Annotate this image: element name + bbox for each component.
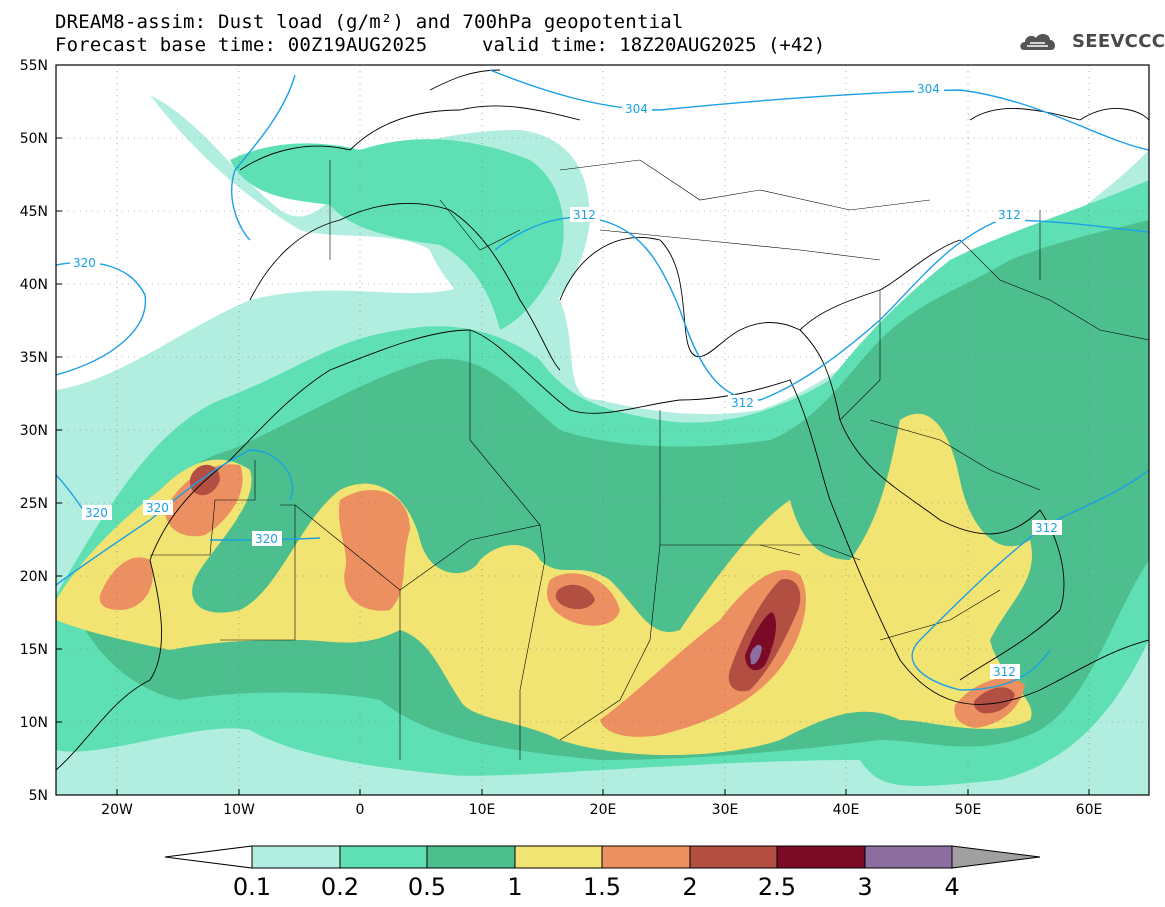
contour-label: 312 [993, 665, 1016, 679]
contour-label: 320 [255, 532, 278, 546]
contour-312-arabia [911, 469, 1149, 691]
seevccc-logo: SEEVCCC [1072, 31, 1165, 52]
dust-1.5-west [165, 464, 243, 537]
contour-label: 320 [85, 506, 108, 520]
colorbar-label: 1 [507, 873, 522, 901]
dust-0.2-europe [230, 139, 564, 330]
colorbar-over-arrow [952, 846, 1040, 868]
coastlines [56, 69, 1149, 771]
tick-marks [56, 137, 1090, 795]
forecast-base-time: Forecast base time: 00Z19AUG2025 [55, 34, 428, 56]
dust-1.5-sudan [600, 570, 806, 737]
lat-tick-label: 35N [20, 350, 48, 366]
lat-tick-label: 50N [20, 131, 48, 147]
dust-1.5-area [99, 557, 153, 610]
colorbar-label: 0.5 [408, 873, 446, 901]
country-borders [150, 159, 1149, 760]
colorbar-swatch [515, 846, 602, 868]
lon-labels: 20W 10W 0 10E 20E 30E 40E 50E 60E [101, 802, 1102, 818]
colorbar-swatch [865, 846, 952, 868]
colorbar-label: 0.2 [321, 873, 359, 901]
contour-label: 320 [73, 256, 96, 270]
colorbar-swatch [602, 846, 690, 868]
lat-tick-label: 55N [20, 58, 48, 74]
cloud-icon [1020, 34, 1056, 50]
contour-label: 304 [917, 82, 940, 96]
lon-tick-label: 10E [469, 802, 496, 818]
dust-2-chad [555, 584, 595, 610]
lon-tick-label: 30E [712, 802, 739, 818]
colorbar-swatch [427, 846, 515, 868]
lon-tick-label: 50E [955, 802, 982, 818]
colorbar-label: 0.1 [233, 873, 271, 901]
contour-label: 312 [1035, 521, 1058, 535]
colorbar-swatch [340, 846, 427, 868]
dust-1-area [56, 413, 1032, 755]
colorbar-label: 2.5 [758, 873, 796, 901]
lat-labels: 55N 50N 45N 40N 35N 30N 25N 20N 15N 10N … [20, 58, 48, 804]
lon-tick-label: 10W [223, 802, 255, 818]
lon-tick-label: 20W [101, 802, 133, 818]
dust-field [56, 95, 1149, 795]
gridlines [56, 65, 1149, 795]
colorbar-swatch [777, 846, 865, 868]
colorbar: 0.1 0.2 0.5 1 1.5 2 2.5 3 4 [164, 845, 1041, 901]
contour-label: 312 [573, 208, 596, 222]
dust-1.5-sahara [338, 490, 410, 611]
lat-tick-label: 40N [20, 277, 48, 293]
map-title: DREAM8-assim: Dust load (g/m²) and 700hP… [55, 11, 684, 33]
colorbar-label: 3 [857, 873, 872, 901]
lon-tick-label: 60E [1076, 802, 1103, 818]
contour-label: 304 [625, 102, 648, 116]
lat-tick-label: 25N [20, 496, 48, 512]
lat-tick-label: 15N [20, 642, 48, 658]
lat-tick-label: 10N [20, 715, 48, 731]
colorbar-label: 4 [944, 873, 959, 901]
contour-304 [231, 69, 1149, 241]
lat-tick-label: 5N [29, 788, 48, 804]
lon-tick-label: 40E [833, 802, 860, 818]
lon-tick-label: 20E [590, 802, 617, 818]
colorbar-label: 2 [682, 873, 697, 901]
contour-labels: 304 304 312 312 312 312 312 320 320 320 … [70, 81, 1062, 679]
contour-label: 312 [731, 396, 754, 410]
lon-tick-label: 0 [356, 802, 365, 818]
colorbar-label: 1.5 [583, 873, 621, 901]
dust-3-sudan [750, 644, 762, 665]
colorbar-under-arrow [164, 845, 253, 869]
lat-tick-label: 20N [20, 569, 48, 585]
colorbar-swatch [252, 846, 340, 868]
lat-tick-label: 45N [20, 204, 48, 220]
valid-time: valid time: 18Z20AUG2025 (+42) [482, 34, 826, 56]
lat-tick-label: 30N [20, 423, 48, 439]
dust-2-yemen [973, 687, 1015, 714]
contour-label: 320 [146, 501, 169, 515]
colorbar-swatch [690, 846, 777, 868]
contour-label: 312 [998, 208, 1021, 222]
